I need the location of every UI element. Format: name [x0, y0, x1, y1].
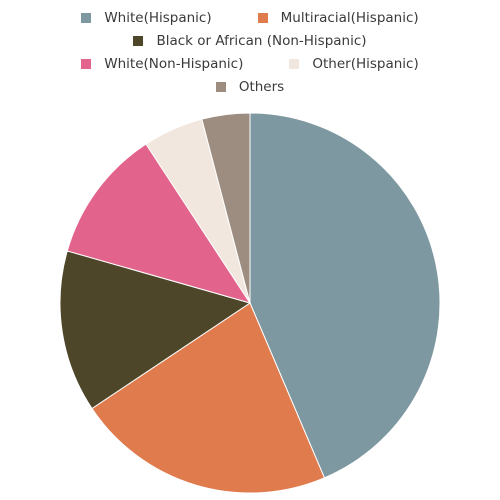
legend-swatch-black-non-hispanic — [133, 35, 144, 46]
legend-label-others: Others — [238, 78, 285, 95]
chart-legend: White(Hispanic) Multiracial(Hispanic) Bl… — [0, 6, 500, 98]
legend-item-white-non-hispanic: White(Non-Hispanic) — [81, 56, 243, 72]
pie-slice-white-non-hispanic — [66, 143, 252, 304]
legend-row-4: Others — [0, 75, 500, 98]
pie-slice-others — [201, 112, 251, 304]
legend-row-2: Black or African (Non-Hispanic) — [0, 29, 500, 52]
legend-swatch-multiracial-hispanic — [257, 12, 268, 23]
legend-item-others: Others — [215, 78, 285, 95]
legend-label-multiracial-hispanic: Multiracial(Hispanic) — [280, 9, 419, 26]
legend-item-black-non-hispanic: Black or African (Non-Hispanic) — [133, 32, 367, 49]
legend-swatch-white-hispanic — [81, 12, 92, 23]
legend-label-white-hispanic: White(Hispanic) — [104, 9, 212, 26]
legend-row-1: White(Hispanic) Multiracial(Hispanic) — [0, 6, 500, 29]
legend-label-other-hispanic: Other(Hispanic) — [312, 55, 419, 72]
legend-label-white-non-hispanic: White(Non-Hispanic) — [104, 55, 244, 72]
legend-item-white-hispanic: White(Hispanic) — [81, 9, 212, 26]
pie-slice-black-or-african-non-hispanic — [59, 250, 252, 410]
legend-swatch-white-non-hispanic — [81, 58, 92, 69]
legend-label-black-non-hispanic: Black or African (Non-Hispanic) — [156, 32, 367, 49]
legend-swatch-others — [215, 81, 226, 92]
legend-item-multiracial-hispanic: Multiracial(Hispanic) — [257, 9, 419, 26]
pie-slice-white-hispanic — [249, 112, 441, 479]
pie-slice-multiracial-hispanic — [91, 302, 326, 494]
legend-item-other-hispanic: Other(Hispanic) — [289, 55, 419, 72]
legend-swatch-other-hispanic — [289, 58, 300, 69]
legend-row-3: White(Non-Hispanic) Other(Hispanic) — [0, 52, 500, 75]
